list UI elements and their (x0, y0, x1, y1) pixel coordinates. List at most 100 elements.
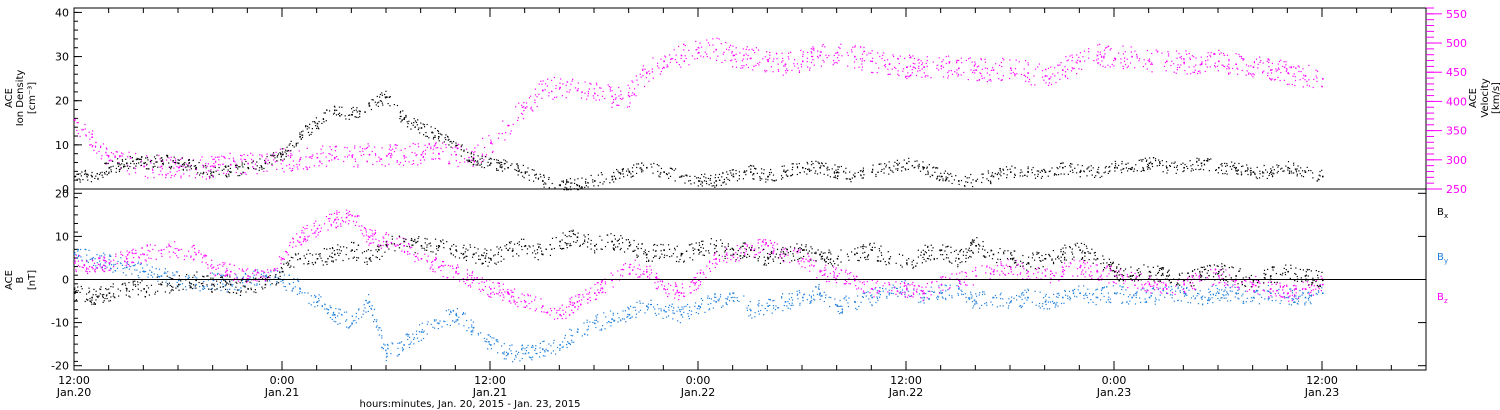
scatter-sample (642, 170, 644, 172)
scatter-sample (1226, 300, 1229, 302)
scatter-sample (956, 72, 958, 74)
scatter-sample (1104, 66, 1106, 68)
scatter-sample (941, 292, 944, 294)
scatter-sample (309, 123, 311, 125)
scatter-sample (1206, 66, 1208, 68)
scatter-sample (697, 46, 699, 49)
scatter-sample (460, 146, 462, 148)
scatter-sample (630, 176, 632, 178)
scatter-sample (121, 155, 123, 157)
data-point (1218, 60, 1220, 63)
scatter-sample (348, 326, 351, 328)
scatter-sample (913, 66, 915, 68)
scatter-sample (222, 261, 224, 264)
scatter-sample (1121, 288, 1123, 291)
scatter-sample (930, 286, 932, 288)
scatter-sample (234, 288, 236, 291)
data-point (91, 175, 93, 178)
scatter-sample (241, 160, 243, 162)
scatter-sample (155, 268, 157, 270)
scatter-sample (463, 325, 465, 327)
scatter-sample (296, 163, 298, 166)
scatter-sample (671, 305, 673, 308)
scatter-sample (386, 243, 388, 245)
scatter-sample (481, 157, 483, 159)
scatter-sample (1288, 73, 1290, 75)
scatter-sample (628, 92, 630, 94)
scatter-sample (631, 167, 634, 169)
scatter-sample (549, 314, 551, 316)
scatter-sample (815, 160, 817, 162)
data-point (1148, 283, 1151, 286)
scatter-sample (283, 274, 285, 276)
scatter-sample (1051, 272, 1053, 275)
scatter-sample (544, 355, 546, 357)
scatter-sample (1102, 65, 1104, 67)
scatter-sample (447, 277, 449, 279)
scatter-sample (684, 44, 686, 47)
scatter-sample (548, 92, 550, 94)
scatter-sample (1044, 295, 1047, 297)
scatter-sample (920, 60, 922, 62)
scatter-sample (517, 351, 520, 353)
scatter-sample (317, 127, 319, 129)
scatter-sample (1181, 286, 1183, 288)
scatter-sample (350, 325, 352, 327)
scatter-sample (116, 267, 119, 269)
scatter-sample (847, 54, 849, 57)
scatter-sample (1267, 299, 1269, 301)
scatter-sample (1246, 170, 1248, 172)
scatter-sample (329, 307, 332, 309)
scatter-sample (906, 75, 908, 77)
scatter-sample (689, 179, 691, 182)
scatter-sample (337, 323, 339, 325)
scatter-sample (456, 315, 458, 317)
scatter-sample (643, 85, 646, 88)
scatter-sample (1298, 170, 1300, 172)
scatter-sample (984, 58, 986, 60)
scatter-sample (870, 52, 872, 54)
scatter-sample (236, 277, 239, 279)
scatter-sample (945, 285, 947, 287)
scatter-sample (1056, 301, 1058, 304)
scatter-sample (1318, 174, 1320, 176)
scatter-sample (1123, 57, 1126, 59)
scatter-sample (529, 357, 532, 359)
scatter-sample (704, 311, 706, 313)
scatter-sample (848, 282, 850, 285)
scatter-sample (1122, 67, 1124, 70)
scatter-sample (1262, 175, 1264, 177)
scatter-sample (489, 157, 492, 159)
scatter-sample (777, 63, 779, 65)
top-left-tick-label: 30 (55, 51, 69, 64)
scatter-sample (914, 63, 916, 65)
scatter-sample (315, 125, 317, 127)
scatter-sample (471, 150, 473, 153)
scatter-sample (351, 114, 353, 116)
scatter-sample (1187, 301, 1189, 303)
scatter-sample (1000, 292, 1002, 294)
scatter-sample (1147, 168, 1149, 170)
data-point (490, 142, 492, 144)
scatter-sample (1146, 166, 1148, 168)
scatter-sample (771, 252, 773, 254)
scatter-sample (331, 314, 334, 316)
scatter-sample (627, 313, 629, 316)
scatter-sample (1015, 294, 1018, 297)
scatter-sample (1302, 77, 1304, 79)
scatter-sample (261, 165, 263, 168)
scatter-sample (1090, 298, 1092, 301)
scatter-sample (178, 159, 180, 161)
scatter-sample (434, 143, 437, 145)
scatter-sample (1083, 297, 1085, 300)
scatter-sample (474, 160, 477, 162)
data-point (1183, 166, 1185, 169)
scatter-sample (735, 66, 738, 68)
data-point (940, 175, 943, 178)
scatter-sample (814, 172, 816, 174)
scatter-sample (1304, 304, 1306, 306)
scatter-sample (937, 298, 939, 301)
scatter-sample (431, 158, 433, 160)
scatter-sample (823, 165, 825, 167)
scatter-sample (202, 166, 205, 169)
